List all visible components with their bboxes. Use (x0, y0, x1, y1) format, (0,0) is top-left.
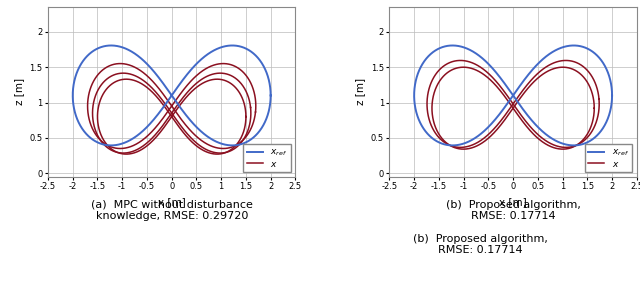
$x$ (177, 127, 184, 131)
Line: $x_{ref}$: $x_{ref}$ (73, 46, 271, 145)
$x$ (591, 107, 598, 110)
$x$ (591, 107, 598, 110)
$x$ (213, 152, 221, 156)
$x_{ref}$ (604, 118, 611, 121)
$x_{ref}$ (70, 105, 77, 109)
$x$ (242, 115, 250, 118)
$x_{ref}$ (262, 117, 270, 121)
$x_{ref}$ (570, 144, 577, 147)
$x$ (559, 147, 566, 151)
$x_{ref}$ (180, 110, 188, 114)
$x_{ref}$ (521, 110, 529, 114)
$x_{ref}$ (262, 118, 270, 121)
X-axis label: x [m]: x [m] (158, 197, 186, 207)
$x_{ref}$ (608, 94, 616, 97)
Legend: $x_{ref}$, $x$: $x_{ref}$, $x$ (584, 144, 632, 172)
$x_{ref}$ (412, 105, 419, 109)
$x_{ref}$ (77, 126, 85, 129)
$x$ (435, 133, 443, 136)
Legend: $x_{ref}$, $x$: $x_{ref}$, $x$ (243, 144, 291, 172)
$x_{ref}$ (604, 117, 611, 121)
$x$ (587, 126, 595, 129)
X-axis label: x [m]: x [m] (499, 197, 527, 207)
$x$ (242, 115, 250, 118)
$x$ (239, 133, 246, 136)
$x$ (232, 86, 239, 89)
$x$ (559, 66, 566, 69)
Text: (a)  MPC without disturbance
knowledge, RMSE: 0.29720: (a) MPC without disturbance knowledge, R… (91, 200, 253, 221)
$x_{ref}$ (253, 55, 261, 59)
$x_{ref}$ (228, 144, 236, 147)
$x$ (213, 78, 221, 81)
Text: (b)  Proposed algorithm,
RMSE: 0.17714: (b) Proposed algorithm, RMSE: 0.17714 (445, 200, 580, 221)
$x_{ref}$ (228, 44, 236, 47)
$x$ (95, 124, 102, 127)
Line: $x$: $x$ (97, 79, 246, 154)
$x_{ref}$ (608, 94, 616, 97)
Line: $x$: $x$ (432, 67, 595, 149)
$x$ (239, 133, 246, 136)
$x$ (519, 120, 527, 123)
$x$ (100, 139, 108, 142)
$x$ (587, 126, 595, 130)
$x_{ref}$ (570, 44, 577, 47)
$x_{ref}$ (595, 55, 602, 59)
$x$ (429, 116, 436, 119)
Text: (b)  Proposed algorithm,
RMSE: 0.17714: (b) Proposed algorithm, RMSE: 0.17714 (413, 234, 547, 255)
Line: $x_{ref}$: $x_{ref}$ (414, 46, 612, 145)
$x$ (579, 75, 587, 78)
$x_{ref}$ (419, 126, 427, 129)
$x_{ref}$ (267, 94, 275, 97)
$x_{ref}$ (267, 94, 275, 97)
Y-axis label: z [m]: z [m] (14, 78, 24, 105)
Y-axis label: z [m]: z [m] (355, 78, 365, 105)
